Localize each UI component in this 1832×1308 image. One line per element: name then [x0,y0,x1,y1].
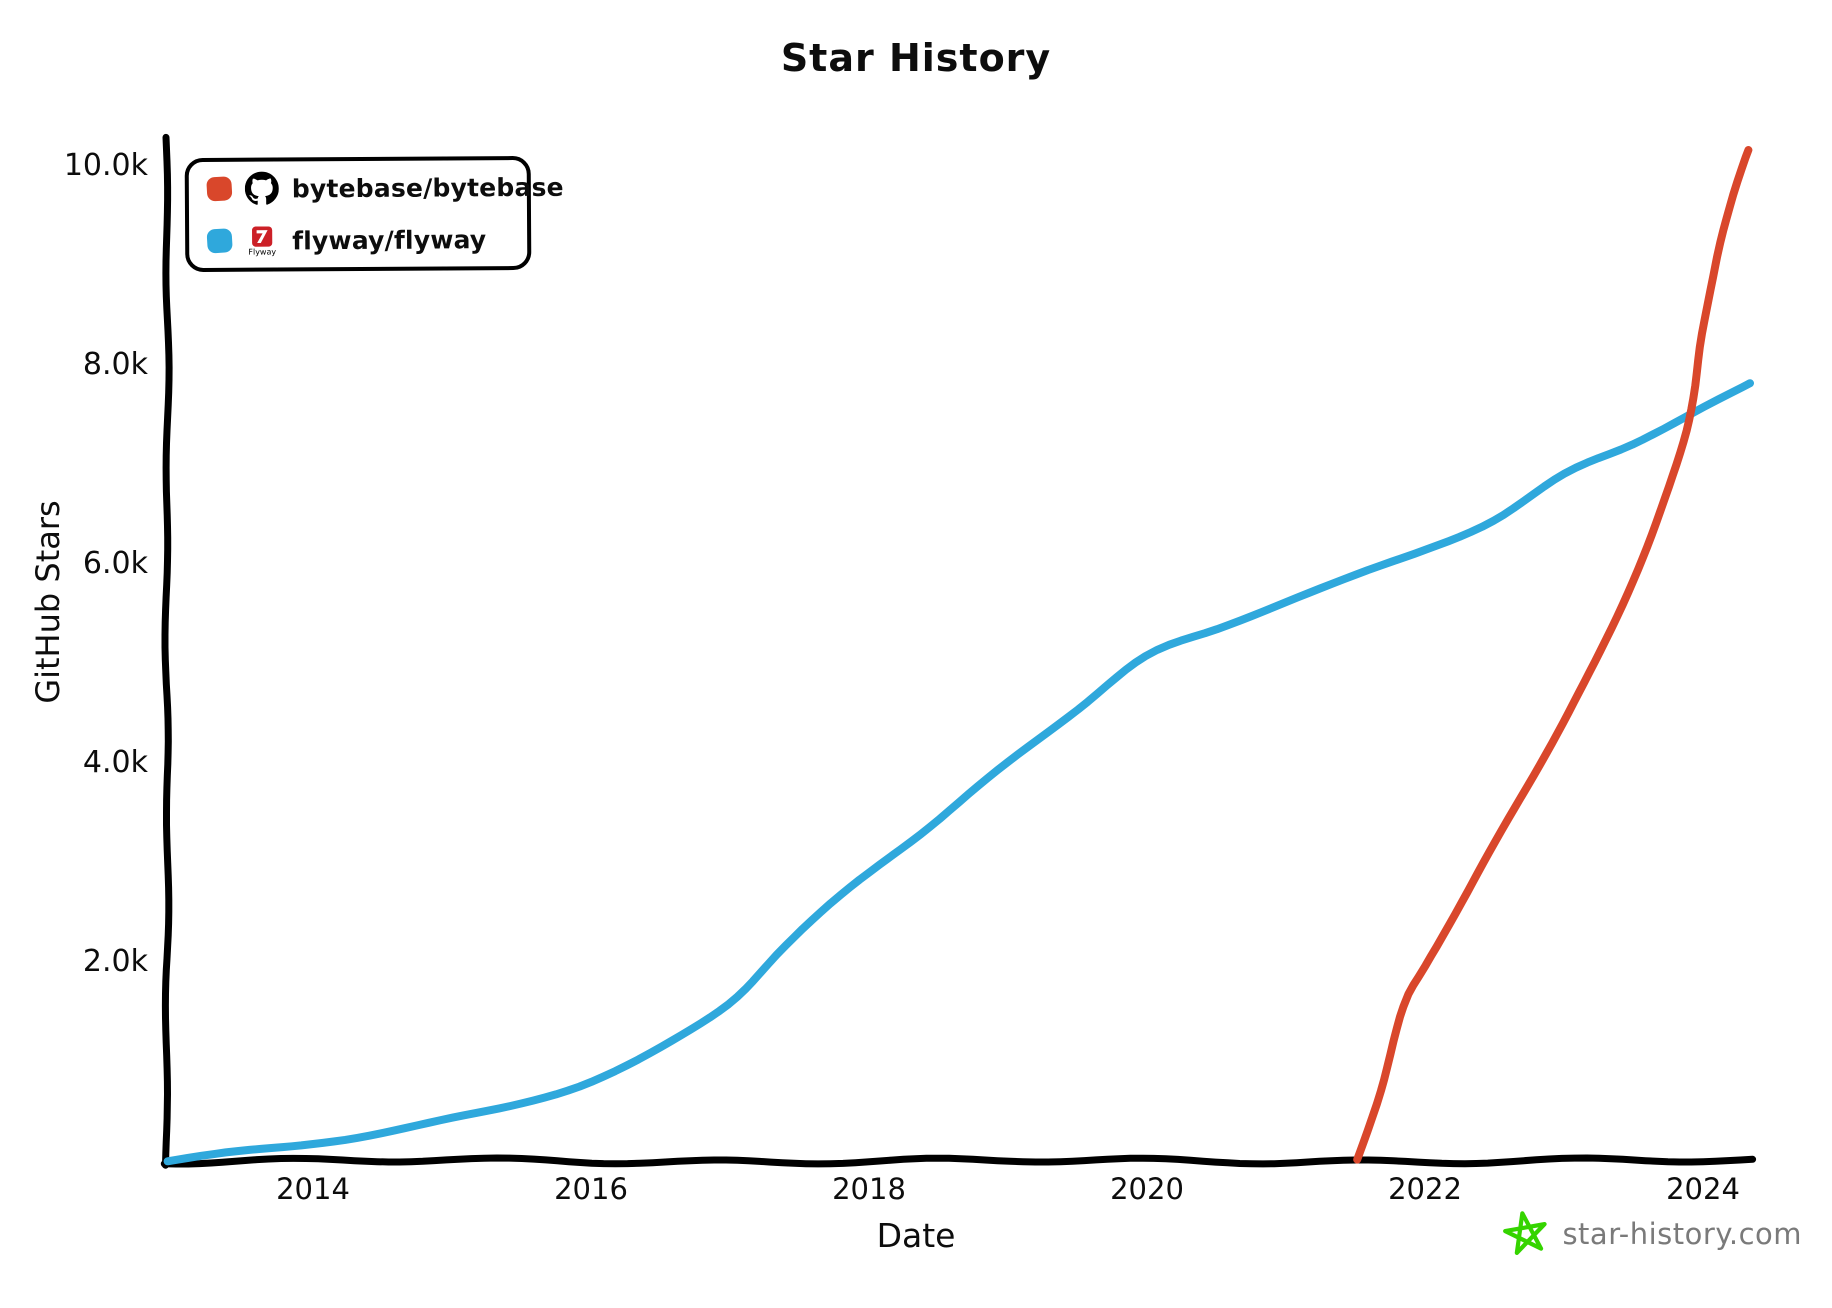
y-axis-label: GitHub Stars [29,500,67,704]
watermark-text[interactable]: star-history.com [1562,1217,1802,1251]
y-tick-label: 4.0k [82,744,148,780]
x-tick-label: 2024 [1666,1172,1740,1206]
page-title: Star History [780,36,1052,80]
flyway-icon [252,225,273,247]
y-tick-label: 8.0k [82,346,148,382]
legend-label-flyway: flyway/flyway [292,224,487,255]
x-tick-label: 2018 [832,1172,906,1206]
x-tick-label: 2014 [276,1172,350,1206]
x-tick-label: 2022 [1388,1172,1462,1206]
legend: bytebase/bytebase Flyway flyway/flyway [184,155,564,273]
x-axis-label: Date [876,1216,956,1255]
y-axis-line [161,133,173,1169]
bytebase-line [1353,146,1753,1164]
x-axis-line [160,1154,1757,1168]
y-tick-label: 6.0k [82,545,148,581]
legend-item-bytebase: bytebase/bytebase [206,165,564,211]
legend-item-flyway: Flyway flyway/flyway [206,217,527,263]
flyway-line [163,379,1754,1166]
watermark[interactable]: star-history.com [1502,1210,1802,1258]
legend-label-bytebase: bytebase/bytebase [291,172,564,203]
flyway-color-swatch [206,228,233,254]
x-tick-label: 2016 [554,1172,628,1206]
github-icon [244,171,279,205]
y-tick-label: 10.0k [63,147,148,183]
star-doodle-icon [1503,1211,1548,1255]
y-tick-label: 2.0k [82,943,148,979]
bytebase-color-swatch [206,176,233,202]
flyway-icon-caption: Flyway [248,247,277,257]
x-tick-label: 2020 [1110,1172,1184,1206]
